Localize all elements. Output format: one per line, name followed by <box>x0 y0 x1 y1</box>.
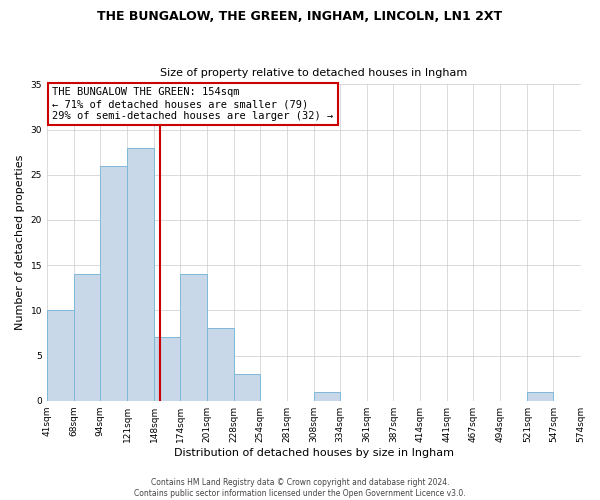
Bar <box>207 328 234 400</box>
Text: THE BUNGALOW, THE GREEN, INGHAM, LINCOLN, LN1 2XT: THE BUNGALOW, THE GREEN, INGHAM, LINCOLN… <box>97 10 503 23</box>
Text: Contains HM Land Registry data © Crown copyright and database right 2024.
Contai: Contains HM Land Registry data © Crown c… <box>134 478 466 498</box>
Bar <box>74 274 100 400</box>
Title: Size of property relative to detached houses in Ingham: Size of property relative to detached ho… <box>160 68 467 78</box>
Bar <box>180 274 207 400</box>
Bar <box>100 166 127 400</box>
Bar <box>527 392 553 400</box>
Bar <box>314 392 340 400</box>
Bar <box>47 310 74 400</box>
Bar <box>154 338 180 400</box>
Bar <box>127 148 154 400</box>
Text: THE BUNGALOW THE GREEN: 154sqm
← 71% of detached houses are smaller (79)
29% of : THE BUNGALOW THE GREEN: 154sqm ← 71% of … <box>52 88 334 120</box>
Y-axis label: Number of detached properties: Number of detached properties <box>15 155 25 330</box>
X-axis label: Distribution of detached houses by size in Ingham: Distribution of detached houses by size … <box>174 448 454 458</box>
Bar <box>234 374 260 400</box>
